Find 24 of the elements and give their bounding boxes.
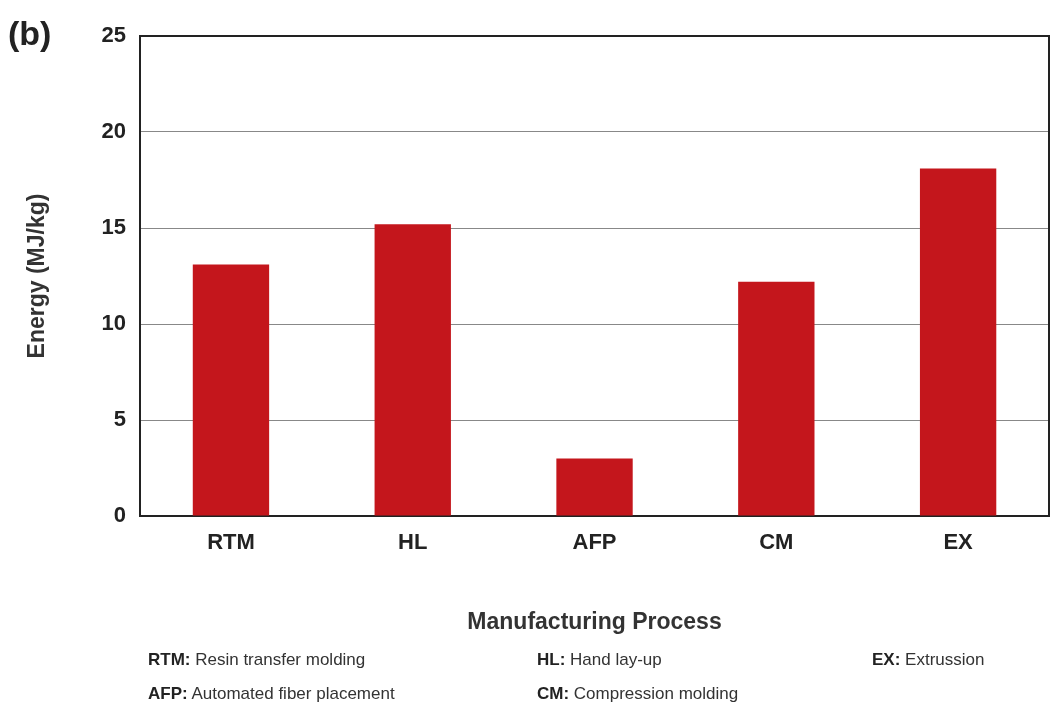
y-tick-label: 10 bbox=[101, 310, 127, 336]
y-tick-label: 25 bbox=[101, 22, 127, 48]
chart-title: (b) bbox=[8, 14, 52, 53]
x-axis-title: Manufacturing Process bbox=[467, 607, 722, 634]
y-tick-label: 5 bbox=[113, 406, 127, 432]
y-tick-label: 15 bbox=[101, 214, 127, 240]
y-tick-label: 20 bbox=[101, 118, 127, 144]
x-tick-label: EX bbox=[943, 529, 974, 555]
bar bbox=[374, 224, 451, 516]
text: HL: Hand lay-up bbox=[537, 650, 663, 670]
x-tick-label: AFP bbox=[572, 529, 617, 555]
x-tick-label: HL bbox=[398, 529, 428, 555]
y-tick-label: 0 bbox=[113, 502, 127, 528]
y-axis-title: Energy (MJ/kg) bbox=[23, 193, 50, 359]
bar bbox=[919, 168, 997, 516]
bar bbox=[556, 458, 633, 516]
text: RTM: Resin transfer molding bbox=[148, 650, 367, 670]
bar bbox=[192, 264, 270, 516]
text: EX: Extrussion bbox=[872, 650, 985, 670]
x-tick-label: RTM bbox=[207, 529, 255, 555]
text: AFP: Automated fiber placement bbox=[148, 684, 396, 704]
text: CM: Compression molding bbox=[537, 684, 740, 704]
x-tick-label: CM bbox=[759, 529, 794, 555]
bar bbox=[738, 281, 815, 516]
